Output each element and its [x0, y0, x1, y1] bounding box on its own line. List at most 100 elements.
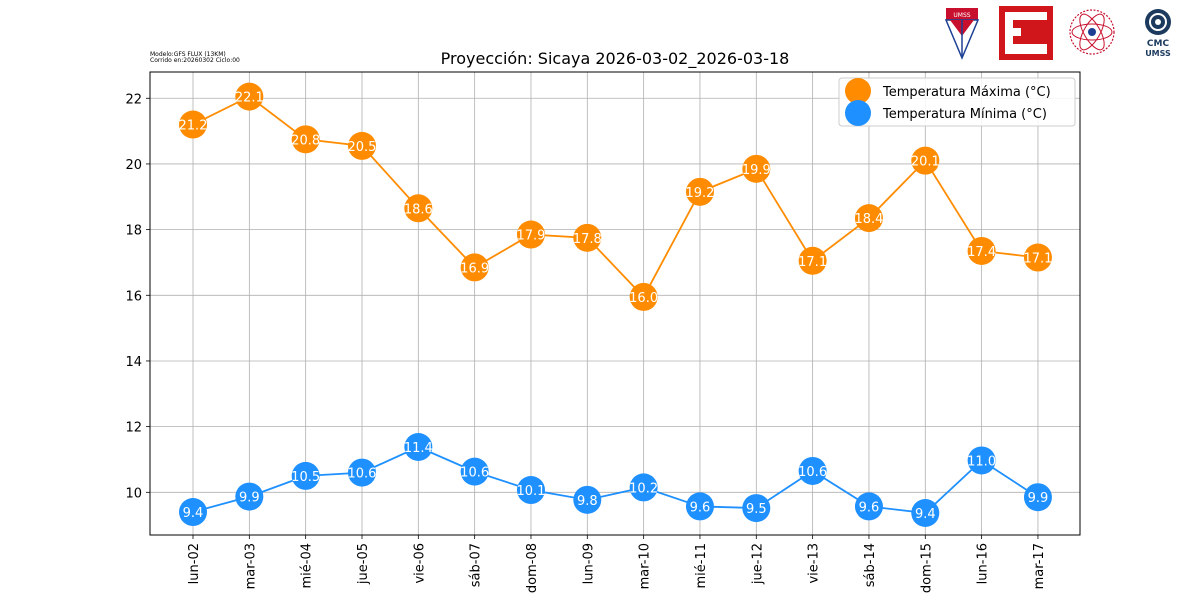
series-line	[192, 446, 1039, 514]
x-tick-label: mar-17	[1032, 543, 1047, 589]
data-point	[347, 458, 376, 487]
x-tick-label: lun-16	[976, 543, 991, 584]
data-point	[798, 456, 827, 485]
data-point	[967, 446, 996, 475]
data-label: 20.1	[911, 155, 940, 170]
data-label: 16.0	[629, 291, 658, 306]
data-label: 17.1	[798, 255, 827, 270]
x-tick-label: jue-05	[356, 543, 371, 585]
data-point	[573, 485, 602, 514]
data-point	[854, 204, 883, 233]
data-point	[911, 146, 940, 175]
x-tick-label: mar-10	[638, 543, 653, 589]
data-label: 20.5	[348, 140, 377, 155]
data-point	[629, 282, 658, 311]
faculty-emblem-logo	[999, 6, 1053, 60]
x-tick-label: sáb-07	[469, 543, 484, 587]
data-label: 9.5	[746, 502, 767, 517]
data-label: 9.8	[577, 494, 598, 509]
legend-box	[838, 77, 1076, 127]
data-label: 17.1	[1023, 252, 1052, 267]
x-tick-label: vie-06	[412, 543, 427, 584]
data-point	[1023, 483, 1052, 512]
y-tick-label: 18	[125, 224, 142, 239]
data-label: 22.1	[235, 91, 264, 106]
data-label: 9.6	[859, 500, 880, 515]
series-layer: 21.2 22.1 20.8 20.5 18.6 16.9 17.9 17.8 16.0 19.2…	[179, 82, 1052, 527]
data-point	[1023, 243, 1052, 272]
data-point	[854, 492, 883, 521]
data-label: 20.8	[291, 133, 320, 148]
data-point	[516, 220, 545, 249]
x-tick-label: mié-11	[694, 543, 709, 589]
legend-marker	[845, 100, 871, 126]
cmc-logo-subtext: UMSS	[1145, 49, 1171, 58]
x-tick-label: sáb-14	[863, 543, 878, 587]
data-point	[685, 177, 714, 206]
data-point	[685, 492, 714, 521]
data-point	[742, 154, 771, 183]
axes: lun-02 mar-03 mié-04 jue-05 vie-06 sáb-07 dom-…	[125, 92, 1046, 593]
data-point	[179, 498, 207, 527]
data-label: 19.9	[742, 163, 771, 178]
series-line	[192, 95, 1039, 299]
x-tick-label: dom-08	[525, 543, 540, 593]
data-point	[516, 476, 545, 505]
plot-frame	[149, 71, 1081, 536]
data-label: 19.2	[685, 186, 714, 201]
umss-shield-logo: UMSS	[944, 8, 980, 60]
grid-lines	[150, 72, 1080, 535]
data-point	[629, 473, 658, 502]
y-tick-label: 22	[125, 92, 142, 107]
cmc-umss-logo: CMC UMSS	[1145, 9, 1171, 58]
data-point	[460, 253, 489, 282]
data-point	[742, 494, 771, 523]
x-tick-label: jue-12	[750, 543, 765, 585]
cmc-logo-text: CMC	[1147, 39, 1170, 49]
data-label: 10.6	[798, 465, 827, 480]
chart-title: Proyección: Sicaya 2026-03-02_2026-03-18	[441, 49, 790, 69]
data-label: 11.4	[404, 441, 433, 456]
y-tick-label: 16	[125, 289, 142, 304]
data-label: 10.6	[460, 466, 489, 481]
data-label: 10.2	[629, 481, 658, 496]
data-point	[798, 246, 827, 275]
data-label: 9.4	[183, 506, 204, 521]
legend-marker	[845, 78, 871, 104]
x-tick-label: dom-15	[919, 543, 934, 593]
atom-seal-logo	[1069, 9, 1115, 55]
umss-logo-text: UMSS	[953, 12, 970, 19]
data-point	[291, 461, 320, 490]
data-label: 10.6	[348, 467, 377, 482]
series-max-temperature: 21.2 22.1 20.8 20.5 18.6 16.9 17.9 17.8 16.0 19.2…	[179, 82, 1052, 311]
data-label: 9.9	[1028, 491, 1049, 506]
data-label: 18.4	[854, 212, 883, 227]
data-point	[179, 110, 207, 139]
data-label: 10.1	[517, 484, 546, 499]
data-point	[460, 457, 489, 486]
x-tick-label: lun-09	[581, 543, 596, 584]
data-point	[404, 194, 433, 223]
data-point	[235, 82, 264, 111]
data-label: 17.9	[517, 229, 546, 244]
data-point	[291, 125, 320, 154]
data-label: 21.2	[179, 119, 208, 134]
data-point	[404, 432, 433, 461]
x-tick-label: mié-04	[300, 543, 315, 589]
series-min-temperature: 9.4 9.9 10.5 10.6 11.4 10.6 10.1 9.8 10.2 9.6 9.5 1…	[179, 432, 1052, 527]
run-info: Corrido en:20260302 Ciclo:00	[150, 57, 240, 64]
legend-label: Temperatura Máxima (°C)	[882, 85, 1051, 100]
y-tick-label: 10	[125, 486, 142, 501]
data-label: 9.6	[690, 500, 711, 515]
y-tick-label: 20	[125, 158, 142, 173]
data-label: 17.4	[967, 245, 996, 260]
data-point	[911, 498, 940, 527]
x-tick-label: lun-02	[187, 543, 202, 584]
data-point	[347, 131, 376, 160]
data-label: 10.5	[291, 470, 320, 485]
data-label: 9.9	[239, 491, 260, 506]
legend-label: Temperatura Mínima (°C)	[882, 107, 1047, 122]
data-point	[235, 482, 264, 511]
model-info: Modelo:GFS FLUX (13KM)	[150, 51, 226, 58]
